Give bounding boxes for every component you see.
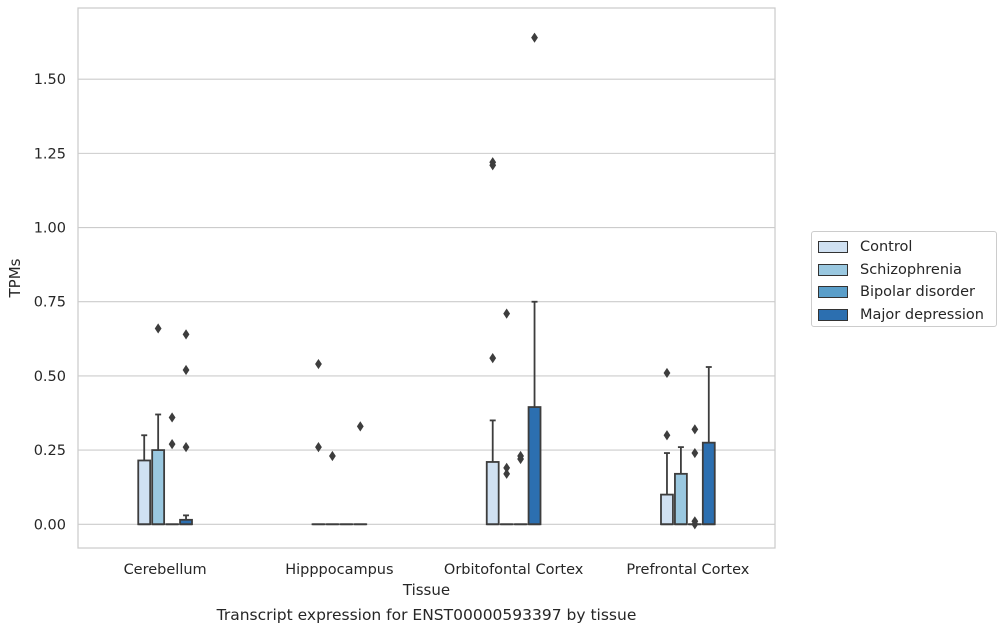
outlier-point [489, 353, 497, 364]
x-tick-labels: Cerebellum Hipppocampus Orbitofontal Corte… [124, 562, 750, 578]
legend: Control Schizophrenia Bipolar disorder Majo… [811, 231, 997, 327]
grid-lines [78, 78, 775, 525]
legend-label: Schizophrenia [860, 261, 962, 278]
legend-swatch [818, 241, 848, 254]
legend-swatch [818, 308, 848, 321]
x-tick-label: Orbitofontal Cortex [444, 562, 584, 578]
y-tick-label: 0.25 [34, 443, 66, 459]
outlier-point [691, 424, 699, 435]
outlier-point [182, 442, 190, 453]
x-tick-label: Cerebellum [124, 562, 207, 578]
outlier-point [154, 323, 162, 334]
outlier-point [489, 160, 497, 171]
y-tick-label: 1.00 [34, 221, 66, 237]
y-tick-label: 0.00 [34, 517, 66, 533]
y-axis-label: TPMs [6, 258, 24, 298]
y-tick-label: 1.50 [34, 72, 66, 88]
x-axis-label: Tissue [402, 581, 450, 599]
legend-item: Major depression [818, 304, 996, 327]
box-control [137, 434, 152, 526]
legend-swatch [818, 263, 848, 276]
outlier-point [356, 421, 364, 432]
box-schizophrenia [499, 308, 514, 526]
legend-item: Control [818, 236, 996, 259]
box-iqr [701, 441, 716, 526]
box-control [311, 358, 326, 526]
outlier-point [691, 447, 699, 459]
box-iqr [137, 459, 152, 526]
outlier-point [517, 453, 524, 465]
box-major-depression [353, 421, 368, 526]
legend-item: Bipolar disorder [818, 281, 996, 304]
y-tick-labels: 0.00 0.25 0.50 0.75 1.00 1.25 1.50 [34, 72, 66, 533]
box-major-depression [701, 366, 716, 526]
box-major-depression [527, 32, 542, 526]
box-iqr [660, 493, 674, 526]
box-bipolar-disorder [513, 450, 528, 526]
plot-frame [77, 7, 776, 549]
box-groups [137, 32, 716, 530]
outlier-point [182, 364, 190, 376]
box-control [485, 157, 500, 526]
y-tick-label: 0.50 [34, 369, 66, 385]
outlier-point [168, 439, 176, 450]
outlier-point [168, 412, 176, 423]
box-iqr [151, 449, 166, 526]
box-control [660, 367, 674, 526]
box-bipolar-disorder [165, 412, 179, 526]
box-schizophrenia [325, 450, 340, 526]
legend-label: Bipolar disorder [860, 284, 975, 301]
outlier-point [531, 32, 538, 43]
box-bipolar-disorder [687, 424, 702, 530]
box-schizophrenia [151, 323, 166, 526]
legend-label: Control [860, 239, 913, 256]
legend-label: Major depression [860, 306, 984, 323]
legend-item: Schizophrenia [818, 259, 996, 282]
outlier-point [182, 329, 190, 340]
outlier-point [663, 367, 671, 379]
outlier-point [315, 442, 322, 453]
y-tick-label: 0.75 [34, 295, 66, 311]
box-schizophrenia [674, 446, 688, 526]
x-tick-label: Prefrontal Cortex [626, 562, 749, 578]
box-iqr [674, 472, 688, 526]
box-major-depression [179, 329, 193, 526]
box-iqr [485, 461, 500, 526]
outlier-point [503, 462, 511, 473]
outlier-point [663, 430, 671, 441]
outlier-point [315, 358, 322, 370]
box-iqr [527, 406, 542, 526]
outlier-point [503, 468, 511, 479]
outlier-point [503, 308, 511, 319]
y-tick-label: 1.25 [34, 146, 66, 162]
chart-caption: Transcript expression for ENST0000059339… [216, 606, 637, 624]
outlier-point [329, 450, 336, 462]
legend-swatch [818, 286, 848, 299]
outlier-point [691, 519, 699, 530]
x-tick-label: Hipppocampus [285, 562, 393, 578]
